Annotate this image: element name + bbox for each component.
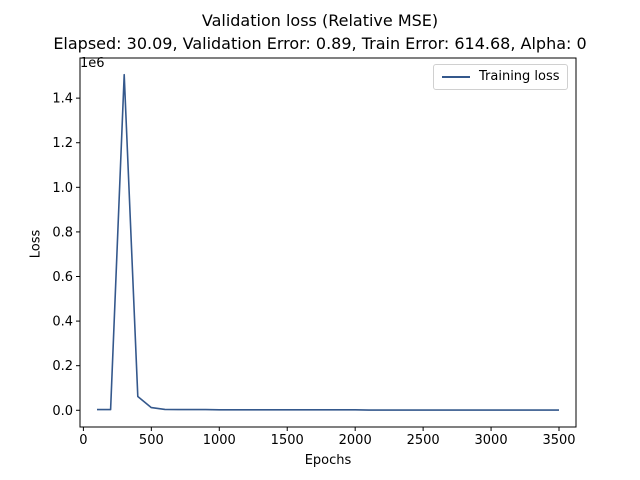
legend-label: Training loss bbox=[479, 69, 560, 84]
x-tick-label: 500 bbox=[139, 433, 164, 448]
y-tick-label: 1.0 bbox=[52, 181, 73, 196]
chart-title: Validation loss (Relative MSE) bbox=[201, 11, 439, 30]
x-tick-label: 2000 bbox=[339, 433, 372, 448]
y-tick-label: 0.4 bbox=[52, 315, 73, 330]
y-tick-label: 0.2 bbox=[52, 359, 73, 374]
y-axis-label: Loss bbox=[28, 229, 44, 259]
x-tick-label: 3000 bbox=[475, 433, 508, 448]
plot-area: 0 500 1000 1500 2000 2500 3000 3500 0.0 0.2 0.4 0.6… bbox=[52, 57, 577, 448]
y-tick-label: 1.4 bbox=[52, 92, 73, 107]
axes-frame bbox=[79, 57, 577, 428]
x-tick-label: 0 bbox=[79, 433, 87, 448]
chart-subtitle: Elapsed: 30.09, Validation Error: 0.89, … bbox=[53, 34, 587, 53]
legend-line-swatch bbox=[442, 76, 470, 78]
legend: Training loss bbox=[433, 64, 568, 90]
x-tick-label: 2500 bbox=[407, 433, 440, 448]
y-tick-label: 0.6 bbox=[52, 270, 73, 285]
y-axis-offset-label: 1e6 bbox=[80, 56, 105, 71]
y-tick-label: 0.0 bbox=[52, 404, 73, 419]
x-tick-label: 3500 bbox=[542, 433, 575, 448]
x-tick-label: 1500 bbox=[271, 433, 304, 448]
y-tick-label: 1.2 bbox=[52, 136, 73, 151]
y-tick-label: 0.8 bbox=[52, 225, 73, 240]
series-line-0 bbox=[97, 73, 559, 411]
x-axis-label: Epochs bbox=[304, 453, 352, 468]
x-tick-label: 1000 bbox=[203, 433, 236, 448]
